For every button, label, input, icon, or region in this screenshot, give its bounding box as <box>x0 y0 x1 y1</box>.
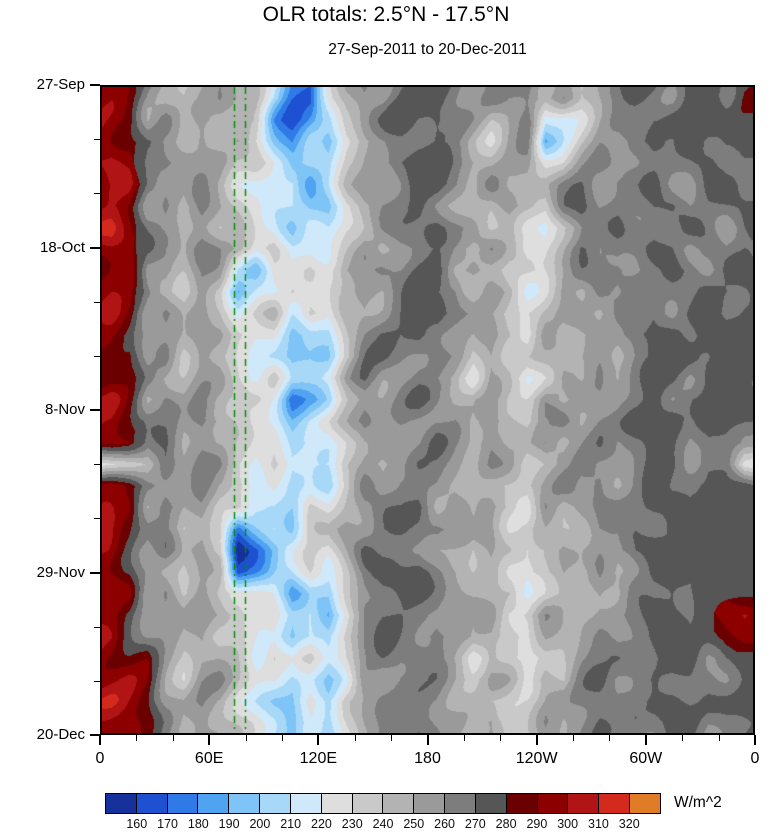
colorbar-cell <box>229 794 261 813</box>
colorbar-cell <box>414 794 446 813</box>
colorbar-cell <box>630 794 660 813</box>
colorbar-unit-label: W/m^2 <box>674 794 722 811</box>
x-axis-minor-tick <box>573 735 575 741</box>
colorbar-tick-label: 300 <box>557 817 579 831</box>
colorbar-tick-label: 180 <box>187 817 209 831</box>
y-axis-major-tick <box>90 246 100 249</box>
colorbar-tick-label: 290 <box>526 817 548 831</box>
colorbar-tick-label: 230 <box>341 817 363 831</box>
colorbar <box>105 793 661 814</box>
plot-area <box>100 85 755 735</box>
y-axis-minor-tick <box>94 355 100 357</box>
x-axis-tick-label: 60E <box>194 750 224 767</box>
colorbar-cell <box>537 794 569 813</box>
colorbar-tick-label: 250 <box>403 817 425 831</box>
y-axis-minor-tick <box>94 464 100 466</box>
x-axis-tick-label: 120E <box>299 750 338 767</box>
colorbar-tick-label: 160 <box>126 817 148 831</box>
x-axis-tick-label: 0 <box>750 750 760 767</box>
x-axis-major-tick <box>644 735 647 745</box>
y-axis-tick-label: 27-Sep <box>36 76 85 93</box>
y-axis-major-tick <box>90 409 100 411</box>
y-axis-minor-tick <box>94 626 100 628</box>
colorbar-cell <box>475 794 507 813</box>
colorbar-cell <box>506 794 538 813</box>
colorbar-tick-label: 200 <box>249 817 271 831</box>
colorbar-tick-label: 260 <box>434 817 455 831</box>
colorbar-cell <box>198 794 230 813</box>
colorbar-cell <box>321 794 353 813</box>
y-axis-major-tick <box>90 571 100 574</box>
x-axis-tick-label: 0 <box>95 750 105 767</box>
x-axis-minor-tick <box>281 735 283 741</box>
x-axis-tick-label: 120W <box>515 750 558 767</box>
colorbar-cell <box>106 794 137 813</box>
colorbar-cell <box>568 794 600 813</box>
x-axis-minor-tick <box>718 735 720 741</box>
x-axis-major-tick <box>317 735 320 745</box>
chart-title: OLR totals: 2.5°N - 17.5°N <box>262 3 510 26</box>
x-axis-tick-label: 60W <box>629 750 663 767</box>
y-axis-tick-label: 8-Nov <box>44 401 85 418</box>
colorbar-cell <box>599 794 631 813</box>
colorbar-cell <box>383 794 415 813</box>
colorbar-tick-label: 270 <box>464 817 486 831</box>
colorbar-tick-label: 320 <box>618 817 640 831</box>
chart-subtitle: 27-Sep-2011 to 20-Dec-2011 <box>328 41 527 58</box>
x-axis-major-tick <box>99 735 101 745</box>
x-axis-minor-tick <box>463 735 465 741</box>
colorbar-tick-label: 280 <box>495 817 517 831</box>
colorbar-cell <box>445 794 476 813</box>
x-axis-minor-tick <box>245 735 247 741</box>
y-axis-minor-tick <box>94 193 100 195</box>
colorbar-tick-label: 310 <box>588 817 609 831</box>
x-axis-major-tick <box>426 735 429 745</box>
y-axis-minor-tick <box>94 680 100 682</box>
colorbar-cell <box>290 794 322 813</box>
y-axis-tick-label: 20-Dec <box>36 726 85 743</box>
y-axis-tick-label: 29-Nov <box>36 563 85 581</box>
y-axis-minor-tick <box>94 139 100 141</box>
x-axis-minor-tick <box>500 735 502 741</box>
colorbar-cell <box>352 794 384 813</box>
x-axis-minor-tick <box>682 735 684 741</box>
x-axis-minor-tick <box>391 735 393 741</box>
colorbar-tick-label: 220 <box>311 817 332 831</box>
colorbar-cell <box>260 794 291 813</box>
x-axis-minor-tick <box>136 735 138 741</box>
x-axis-major-tick <box>535 735 538 745</box>
y-axis-minor-tick <box>94 301 100 303</box>
y-axis-major-tick <box>90 84 100 86</box>
colorbar-tick-label: 240 <box>372 817 394 831</box>
x-axis-minor-tick <box>609 735 611 741</box>
colorbar-cell <box>136 794 168 813</box>
y-axis-minor-tick <box>94 518 100 520</box>
x-axis-major-tick <box>754 735 756 745</box>
x-axis-major-tick <box>208 735 211 745</box>
colorbar-tick-label: 210 <box>280 817 302 831</box>
y-axis-tick-label: 18-Oct <box>39 238 85 256</box>
y-axis-major-tick <box>90 734 100 736</box>
x-axis-tick-label: 180 <box>414 750 441 767</box>
x-axis-minor-tick <box>172 735 174 741</box>
colorbar-cell <box>167 794 199 813</box>
colorbar-tick-label: 190 <box>218 817 240 831</box>
olr-field-canvas <box>102 87 753 733</box>
x-axis-minor-tick <box>354 735 356 741</box>
colorbar-tick-label: 170 <box>157 817 178 831</box>
